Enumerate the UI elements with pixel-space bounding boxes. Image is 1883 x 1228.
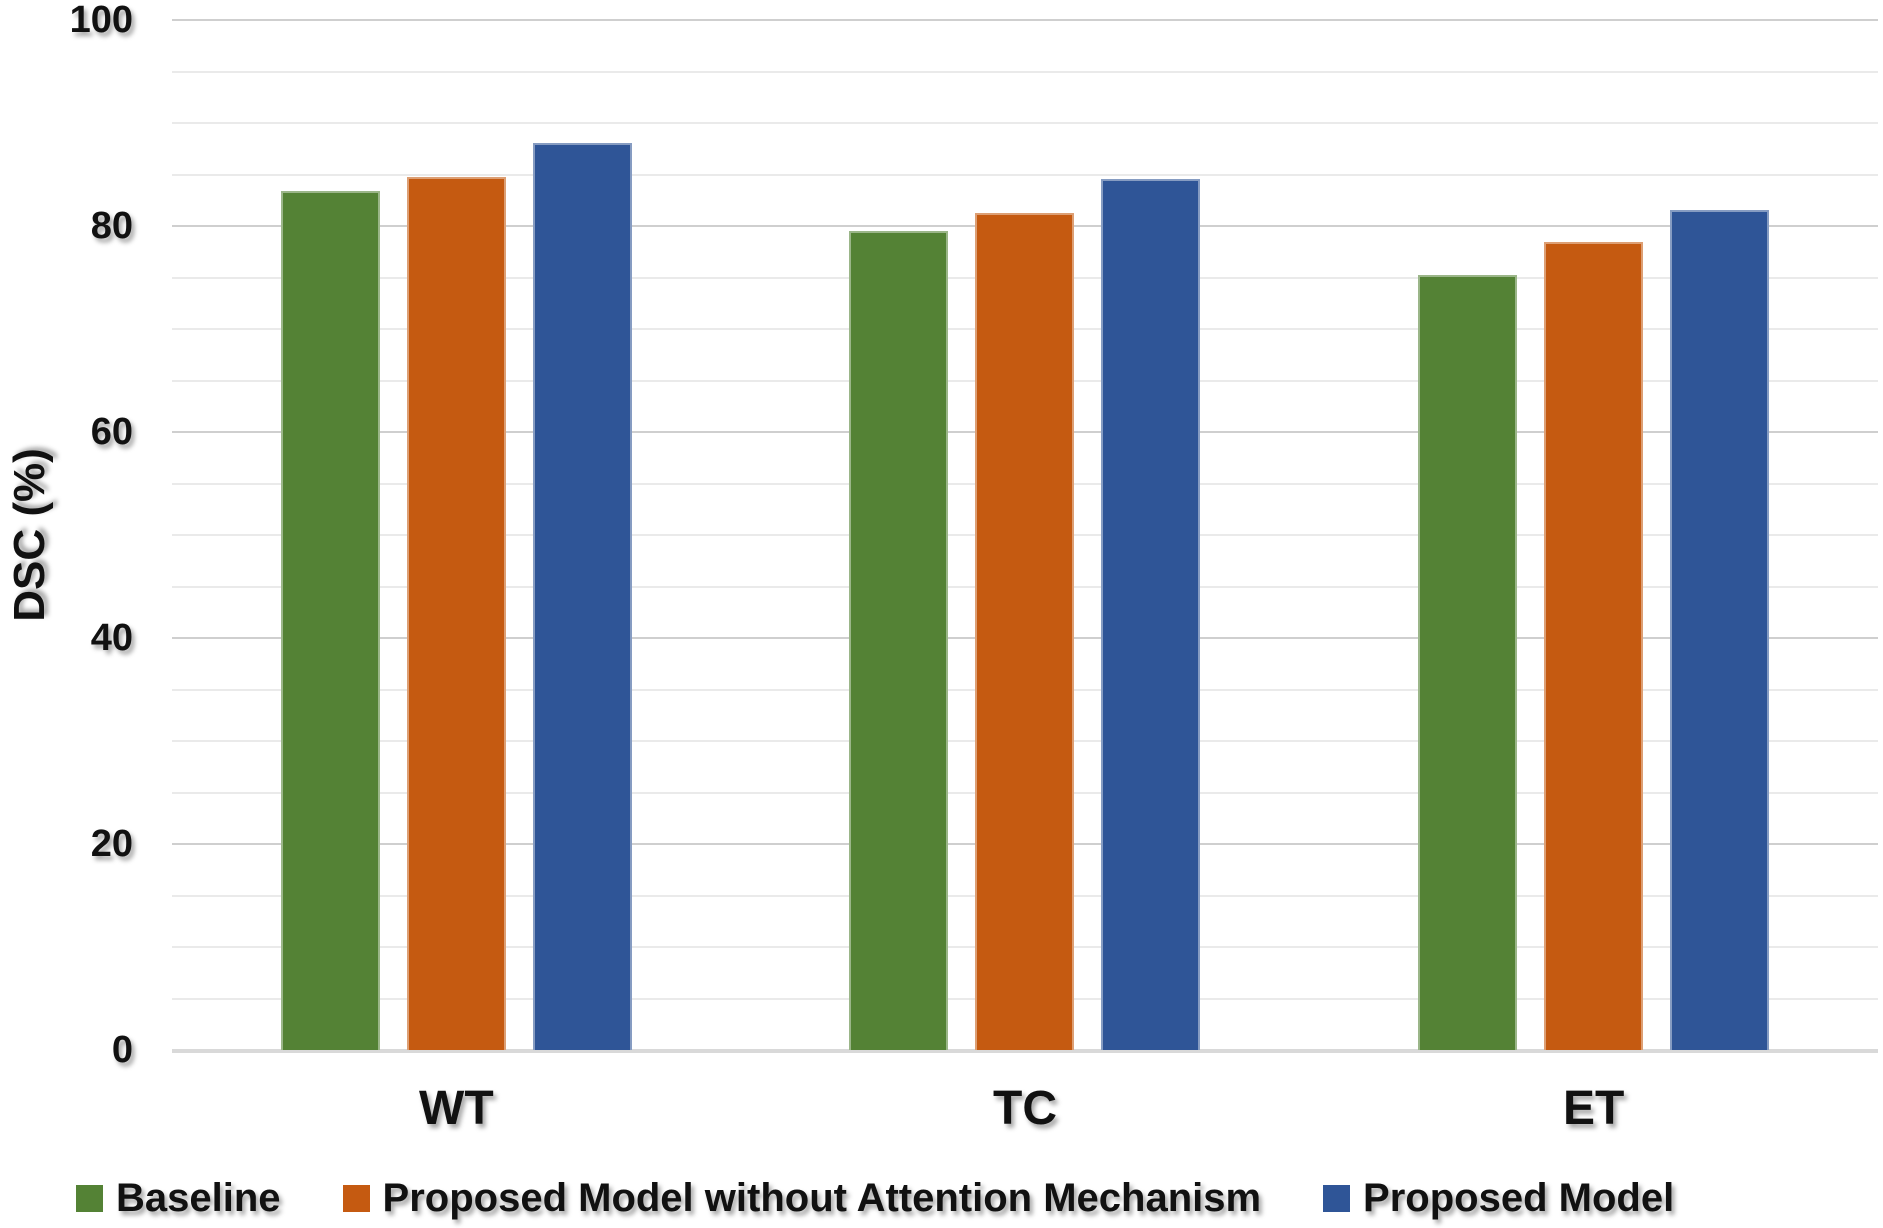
y-tick-label-100: 100 xyxy=(69,0,133,41)
category-label-et: ET xyxy=(1562,1082,1625,1135)
bar-group-tc xyxy=(741,20,1310,1050)
y-tick-label-80: 80 xyxy=(90,205,133,247)
category-label-tc: TC xyxy=(993,1082,1057,1135)
legend: Baseline Proposed Model without Attention… xyxy=(76,1174,1674,1222)
major-gridline-100 xyxy=(172,19,1878,21)
y-axis-tick-labels: 0 20 40 60 80 100 xyxy=(0,1,133,1069)
bar-tc-baseline xyxy=(849,231,949,1050)
bar-wt-baseline xyxy=(280,190,380,1050)
minor-gridline-90 xyxy=(172,122,1878,124)
plot-area xyxy=(172,19,1878,1053)
legend-label-proposed-model-without-attention-mechanism: Proposed Model without Attention Mechani… xyxy=(382,1176,1262,1220)
legend-swatch-baseline xyxy=(76,1184,103,1212)
bar-group-et xyxy=(1309,20,1878,1050)
y-tick-label-60: 60 xyxy=(90,411,133,453)
category-label-wt: WT xyxy=(419,1082,494,1135)
legend-label-proposed-model: Proposed Model xyxy=(1363,1176,1675,1220)
bar-et-baseline xyxy=(1418,275,1518,1050)
y-tick-label-0: 0 xyxy=(111,1029,133,1071)
legend-item-proposed-model: Proposed Model xyxy=(1323,1174,1674,1222)
y-tick-label-40: 40 xyxy=(90,617,133,659)
legend-swatch-proposed-model-without-attention-mechanism xyxy=(342,1184,370,1212)
bar-wt-proposed-model-without-attention-mechanism xyxy=(406,176,506,1050)
bar-tc-proposed-model xyxy=(1101,178,1201,1050)
minor-gridline-95 xyxy=(172,70,1878,73)
bar-wt-proposed-model xyxy=(532,142,632,1050)
bar-et-proposed-model-without-attention-mechanism xyxy=(1544,242,1644,1050)
minor-gridline-85 xyxy=(172,173,1878,176)
y-tick-label-20: 20 xyxy=(90,823,133,865)
legend-item-baseline: Baseline xyxy=(76,1174,281,1222)
legend-item-proposed-model-without-attention-mechanism: Proposed Model without Attention Mechani… xyxy=(342,1174,1262,1222)
bar-tc-proposed-model-without-attention-mechanism xyxy=(975,212,1075,1050)
bar-group-wt xyxy=(172,20,741,1050)
x-axis-line xyxy=(172,1049,1878,1053)
bar-et-proposed-model xyxy=(1670,209,1770,1050)
legend-label-baseline: Baseline xyxy=(116,1176,281,1220)
legend-swatch-proposed-model xyxy=(1323,1184,1351,1212)
